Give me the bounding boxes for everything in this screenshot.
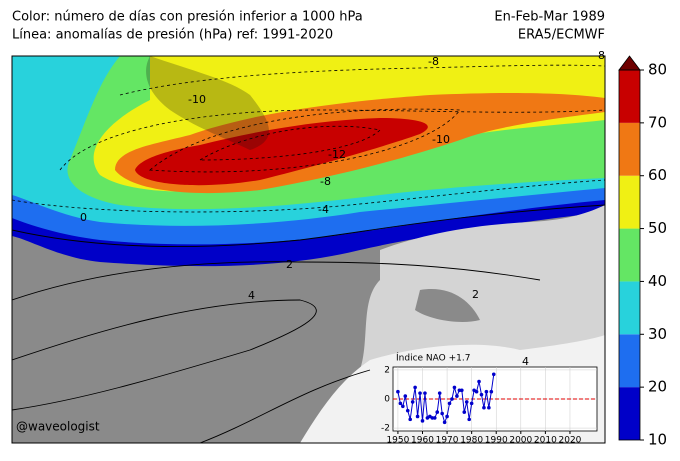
x-tick-label: 1990 bbox=[485, 436, 508, 446]
colorbar-segment bbox=[619, 281, 640, 335]
colorbar-segment bbox=[619, 334, 640, 388]
nao-point bbox=[418, 391, 422, 395]
nao-point bbox=[491, 372, 496, 377]
colorbar-segment bbox=[619, 175, 640, 229]
nao-point bbox=[474, 389, 479, 394]
nao-point bbox=[445, 414, 449, 419]
nao-point bbox=[447, 401, 452, 406]
contour-label: -10 bbox=[432, 133, 450, 146]
nao-point bbox=[442, 420, 447, 425]
nao-point bbox=[487, 405, 491, 410]
nao-point bbox=[469, 401, 474, 406]
contour-label: -4 bbox=[318, 203, 329, 216]
colorbar-segment bbox=[619, 228, 640, 282]
y-tick-label: 0 bbox=[384, 395, 390, 405]
header-line: Línea: anomalías de presión (hPa) ref: 1… bbox=[12, 28, 333, 43]
colorbar-tick-label: 40 bbox=[648, 272, 667, 290]
y-tick-label: 2 bbox=[384, 365, 390, 375]
nao-point bbox=[410, 400, 415, 404]
nao-point bbox=[479, 392, 484, 397]
colorbar-extend bbox=[618, 55, 641, 71]
x-tick-label: 2000 bbox=[509, 436, 532, 446]
nao-point bbox=[420, 419, 425, 423]
nao-point bbox=[396, 389, 400, 394]
nao-point bbox=[405, 408, 410, 413]
colorbar-segment bbox=[619, 70, 640, 123]
contour-label: -8 bbox=[428, 55, 439, 68]
colorbar-tick-label: 10 bbox=[648, 431, 667, 449]
nao-point bbox=[482, 405, 486, 410]
colorbar-segment bbox=[619, 122, 640, 176]
header-line: Color: número de días con presión inferi… bbox=[12, 10, 363, 25]
nao-point bbox=[455, 394, 459, 398]
colorbar-frame bbox=[618, 69, 641, 441]
inset-title: Índice NAO +1.7 bbox=[396, 352, 470, 364]
contour-label: 0 bbox=[80, 211, 87, 224]
contour-label: -10 bbox=[188, 93, 206, 106]
nao-point bbox=[467, 417, 471, 422]
colorbar-tick-label: 20 bbox=[648, 378, 667, 396]
nao-point bbox=[484, 389, 489, 394]
contour-label: 4 bbox=[248, 289, 255, 302]
nao-point bbox=[477, 379, 481, 384]
nao-point bbox=[401, 404, 405, 409]
nao-point bbox=[437, 391, 442, 395]
nao-point bbox=[440, 411, 444, 416]
colorbar-tick-label: 70 bbox=[648, 113, 667, 131]
contour-label: 2 bbox=[286, 258, 293, 271]
nao-point bbox=[423, 391, 427, 395]
x-tick-label: 1960 bbox=[411, 436, 434, 446]
colorbar-tick-label: 80 bbox=[648, 61, 667, 79]
nao-point bbox=[435, 410, 440, 414]
colorbar-tick-label: 50 bbox=[648, 219, 667, 237]
watermark: @waveologist bbox=[16, 420, 100, 434]
x-tick-label: 2010 bbox=[534, 436, 557, 446]
nao-point bbox=[452, 385, 457, 390]
map-frame bbox=[11, 55, 606, 444]
nao-point bbox=[450, 397, 454, 401]
nao-point bbox=[408, 417, 413, 422]
colorbar-tick-label: 60 bbox=[648, 166, 667, 184]
nao-point bbox=[460, 388, 464, 393]
nao-point bbox=[464, 400, 469, 404]
nao-point bbox=[398, 401, 403, 406]
colorbar-tick-label: 30 bbox=[648, 325, 667, 343]
contour-label: -8 bbox=[320, 175, 331, 188]
y-tick-label: -2 bbox=[381, 424, 390, 434]
colorbar-segment bbox=[619, 387, 640, 440]
nao-point bbox=[413, 385, 417, 390]
contour-label: 4 bbox=[522, 355, 529, 368]
nao-point bbox=[462, 410, 467, 414]
contour-label: -12 bbox=[328, 148, 346, 161]
header-line: En-Feb-Mar 1989 bbox=[494, 10, 605, 25]
map bbox=[12, 56, 605, 443]
contour-label: -8 bbox=[594, 49, 605, 62]
nao-point bbox=[489, 389, 494, 394]
nao-point bbox=[415, 414, 420, 419]
x-tick-label: 1950 bbox=[386, 436, 409, 446]
nao-line bbox=[397, 374, 495, 424]
header-line: ERA5/ECMWF bbox=[518, 28, 605, 43]
contour-label: 2 bbox=[472, 288, 479, 301]
nao-point bbox=[432, 416, 437, 420]
x-tick-label: 2020 bbox=[559, 436, 582, 446]
x-tick-label: 1980 bbox=[460, 436, 483, 446]
x-tick-label: 1970 bbox=[436, 436, 459, 446]
nao-point bbox=[403, 394, 408, 398]
